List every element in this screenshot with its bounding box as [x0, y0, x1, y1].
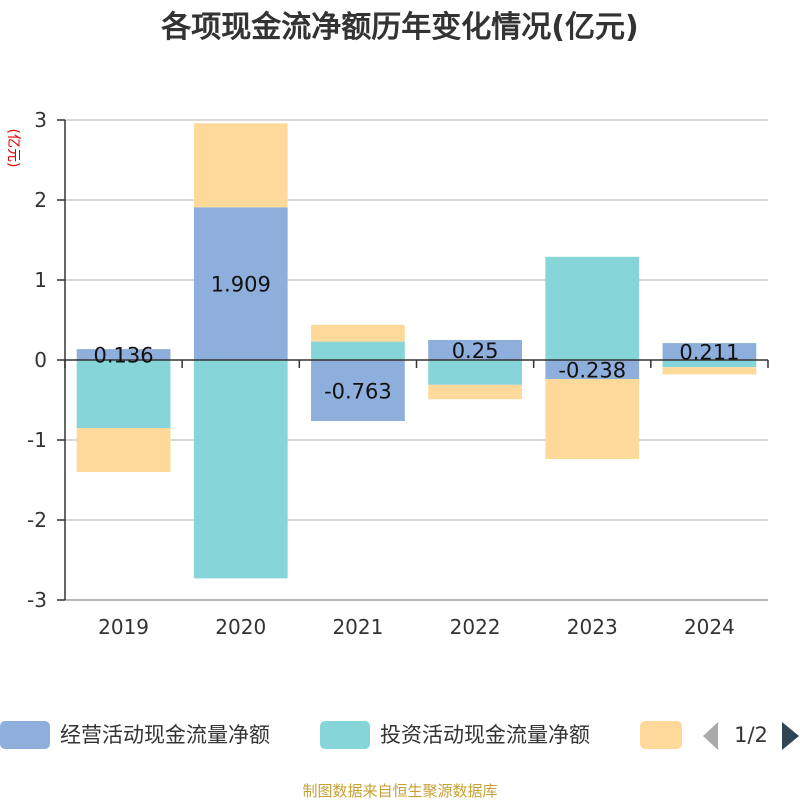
legend-prev-page-icon[interactable] [703, 722, 718, 750]
bar-2021-series-0[interactable] [311, 360, 405, 422]
x-tick-label-2022: 2022 [450, 615, 501, 639]
bars [76, 123, 757, 579]
data-labels: 0.136 1.909 -0.763 0.25 -0.238 0.211 [94, 273, 740, 404]
bar-2019-series-2[interactable] [76, 428, 171, 472]
gridlines [65, 119, 768, 601]
y-tick-label: 2 [34, 188, 47, 212]
y-tick-label: -1 [27, 428, 47, 452]
bar-2022-series-1[interactable] [428, 360, 522, 385]
y-tick-label: 1 [34, 268, 47, 292]
data-source-note: 制图数据来自恒生聚源数据库 [302, 782, 497, 800]
axes: 3 2 1 0 -1 -2 -3 2019 2020 2021 2022 2023 2024 [27, 108, 769, 639]
y-tick-label: -2 [27, 508, 47, 532]
bar-2023-series-1[interactable] [545, 256, 640, 360]
data-label-2023: -0.238 [558, 359, 626, 383]
legend-label-investing[interactable]: 投资活动现金流量净额 [380, 723, 590, 747]
bar-2023-series-0[interactable] [545, 360, 640, 380]
x-tick-label-2020: 2020 [215, 615, 266, 639]
legend-page-indicator: 1/2 [734, 723, 768, 747]
legend-label-operating[interactable]: 经营活动现金流量净额 [60, 723, 270, 747]
x-tick-label-2024: 2024 [684, 615, 735, 639]
data-label-2022: 0.25 [452, 339, 499, 363]
bar-2023-series-2[interactable] [545, 379, 640, 460]
y-tick-label: 3 [34, 108, 47, 132]
legend-next-page-icon[interactable] [782, 722, 799, 750]
legend: 经营活动现金流量净额 投资活动现金流量净额 1/2 [0, 721, 799, 750]
y-tick-label: -3 [27, 588, 47, 612]
data-label-2019: 0.136 [94, 344, 154, 368]
data-label-2021: -0.763 [324, 380, 392, 404]
x-tick-label-2023: 2023 [567, 615, 618, 639]
bar-2024-series-0[interactable] [662, 343, 757, 360]
legend-swatch-operating[interactable] [0, 721, 50, 749]
bar-2020-series-0[interactable] [193, 207, 288, 360]
bar-2020-series-2[interactable] [193, 123, 288, 208]
data-label-2020: 1.909 [211, 273, 271, 297]
bar-2019-series-0[interactable] [76, 349, 171, 360]
bar-2024-series-1[interactable] [662, 360, 757, 368]
data-label-2024: 0.211 [679, 341, 739, 365]
bar-2022-series-0[interactable] [428, 340, 522, 360]
bar-2022-series-2[interactable] [428, 384, 522, 400]
bar-2020-series-1[interactable] [193, 360, 288, 579]
bar-2019-series-1[interactable] [76, 360, 171, 428]
bar-2021-series-2[interactable] [311, 324, 405, 342]
y-axis-unit-label: (亿元) [5, 129, 21, 168]
y-tick-label: 0 [34, 348, 47, 372]
legend-swatch-investing[interactable] [320, 721, 370, 749]
x-tick-label-2021: 2021 [332, 615, 383, 639]
x-tick-label-2019: 2019 [98, 615, 149, 639]
chart-title: 各项现金流净额历年变化情况(亿元) [160, 10, 638, 45]
bar-2024-series-2[interactable] [662, 367, 757, 375]
bar-2021-series-1[interactable] [311, 341, 405, 360]
legend-swatch-financing[interactable] [640, 721, 682, 749]
